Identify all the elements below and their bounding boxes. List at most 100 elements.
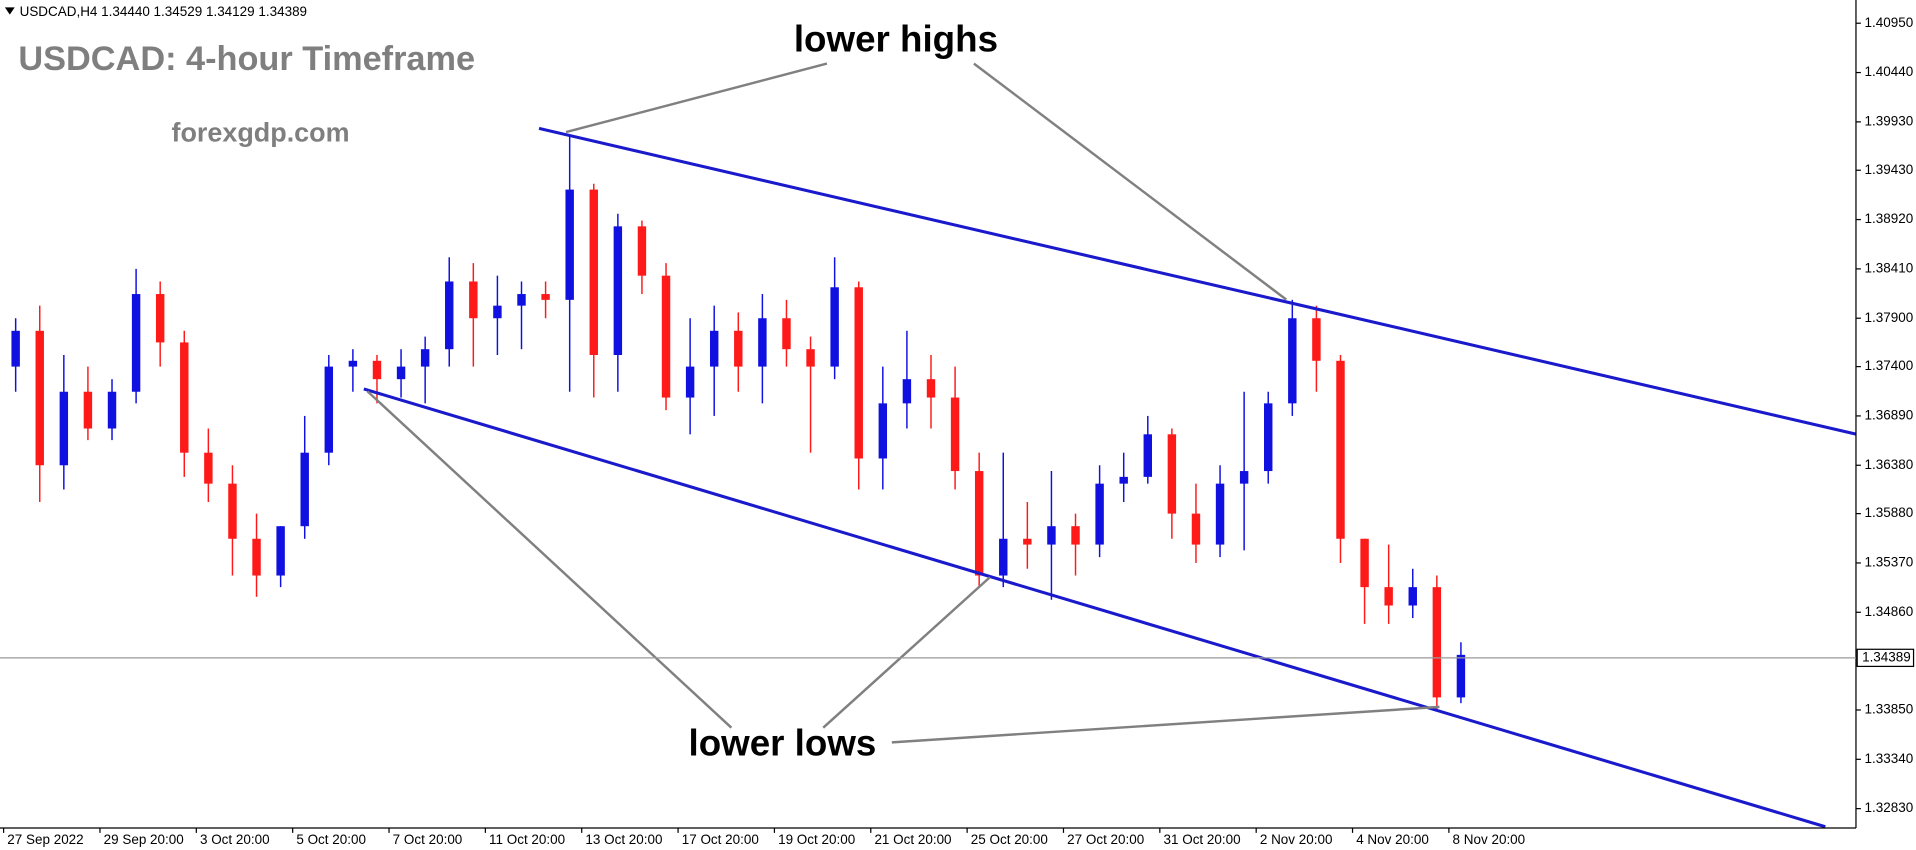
candle-body <box>1119 476 1128 484</box>
x-tick-label: 27 Oct 20:00 <box>1067 832 1144 847</box>
candle-body <box>974 471 984 576</box>
annotation-connectors <box>366 62 1440 744</box>
candle-body <box>830 287 839 367</box>
candle-body <box>1071 526 1080 545</box>
candle-body <box>396 366 406 380</box>
candle-body <box>1312 318 1321 361</box>
candle-body <box>372 360 382 380</box>
y-tick-label: 1.34860 <box>1865 604 1914 619</box>
candle-body <box>493 305 502 319</box>
candle-body <box>734 330 743 367</box>
y-tick-label: 1.40950 <box>1865 15 1914 30</box>
candle-body <box>854 287 863 459</box>
connector <box>973 62 1288 301</box>
x-tick-label: 7 Oct 20:00 <box>393 832 463 847</box>
candle-body <box>999 538 1008 576</box>
x-tick-label: 5 Oct 20:00 <box>296 832 366 847</box>
candle-body <box>420 349 430 367</box>
candle-body <box>878 403 888 459</box>
upper-trendline <box>538 126 1857 436</box>
menu-arrow[interactable] <box>4 7 15 15</box>
candle-body <box>445 281 454 350</box>
candle-body <box>107 391 117 429</box>
symbol-header: USDCAD,H4 1.34440 1.34529 1.34129 1.3438… <box>20 4 307 19</box>
candle-body <box>1336 360 1345 539</box>
x-tick-label: 13 Oct 20:00 <box>585 832 662 847</box>
y-tick-label: 1.37400 <box>1865 358 1914 373</box>
x-tick-label: 25 Oct 20:00 <box>971 832 1048 847</box>
lower-trendline <box>363 387 1826 829</box>
candle-body <box>1384 587 1393 606</box>
x-tick-label: 27 Sep 2022 <box>7 832 83 847</box>
candle-body <box>685 366 695 398</box>
candle-body <box>131 294 141 392</box>
candle-body <box>565 189 574 300</box>
candle-body <box>324 366 334 453</box>
candle-body <box>180 342 189 453</box>
candle-body <box>1408 587 1417 606</box>
y-tick-label: 1.33340 <box>1865 751 1914 766</box>
x-tick-label: 4 Nov 20:00 <box>1356 832 1429 847</box>
candle-body <box>758 318 767 367</box>
candle-body <box>589 189 598 355</box>
candle-body <box>348 360 358 367</box>
candle-body <box>613 226 623 355</box>
connector <box>565 62 828 134</box>
y-tick-label: 1.38410 <box>1865 260 1914 275</box>
candle-body <box>950 397 960 472</box>
candle-body <box>661 275 671 398</box>
candle-body <box>1023 538 1032 545</box>
candle-body <box>300 452 309 527</box>
x-tick-label: 21 Oct 20:00 <box>874 832 951 847</box>
candle-body <box>806 349 815 367</box>
connector <box>891 705 1440 744</box>
price-label-box <box>1856 648 1915 668</box>
candle-body <box>1143 434 1153 477</box>
y-tick-label: 1.39930 <box>1865 113 1914 128</box>
x-tick-label: 19 Oct 20:00 <box>778 832 855 847</box>
candle-body <box>709 330 719 367</box>
candle-body <box>228 483 237 539</box>
candle-body <box>83 391 93 429</box>
y-tick-label: 1.36380 <box>1865 457 1914 472</box>
connector <box>822 576 991 729</box>
watermark: forexgdp.com <box>172 118 350 148</box>
x-tick-label: 29 Sep 20:00 <box>104 832 184 847</box>
y-tick-label: 1.38920 <box>1865 211 1914 226</box>
plot <box>11 134 1466 710</box>
candle-body <box>541 294 550 300</box>
candle-body <box>59 391 69 466</box>
candle-body <box>1215 483 1225 545</box>
candle-body <box>926 379 936 398</box>
annotation: lower highs <box>794 18 998 59</box>
x-tick-label: 11 Oct 20:00 <box>489 832 565 847</box>
candle-body <box>782 318 791 350</box>
x-tick-label: 31 Oct 20:00 <box>1164 832 1241 847</box>
candle-body <box>1167 434 1177 514</box>
candle-body <box>1456 654 1466 698</box>
candle-body <box>1288 318 1297 404</box>
y-tick-label: 1.35370 <box>1865 555 1914 570</box>
x-tick-label: 3 Oct 20:00 <box>200 832 270 847</box>
y-tick-label: 1.37900 <box>1865 310 1914 325</box>
annotation: lower lows <box>688 723 876 764</box>
candle-body <box>11 330 20 367</box>
x-tick-label: 8 Nov 20:00 <box>1453 832 1526 847</box>
y-tick-label: 1.33850 <box>1865 702 1914 717</box>
candle-body <box>276 526 285 576</box>
chart-title: USDCAD: 4-hour Timeframe <box>18 40 475 78</box>
candle-body <box>155 294 165 343</box>
candle-body <box>1191 513 1201 545</box>
y-tick-label: 1.40440 <box>1865 64 1914 79</box>
y-tick-label: 1.35880 <box>1865 505 1914 520</box>
price-label: 1.34389 <box>1862 649 1911 664</box>
candle-body <box>637 226 647 276</box>
candle-body <box>1432 587 1442 698</box>
x-tick-label: 2 Nov 20:00 <box>1260 832 1333 847</box>
x-tick-label: 17 Oct 20:00 <box>682 832 759 847</box>
candle-body <box>1360 538 1369 588</box>
candle-body <box>252 538 261 576</box>
y-tick-label: 1.39430 <box>1865 162 1914 177</box>
